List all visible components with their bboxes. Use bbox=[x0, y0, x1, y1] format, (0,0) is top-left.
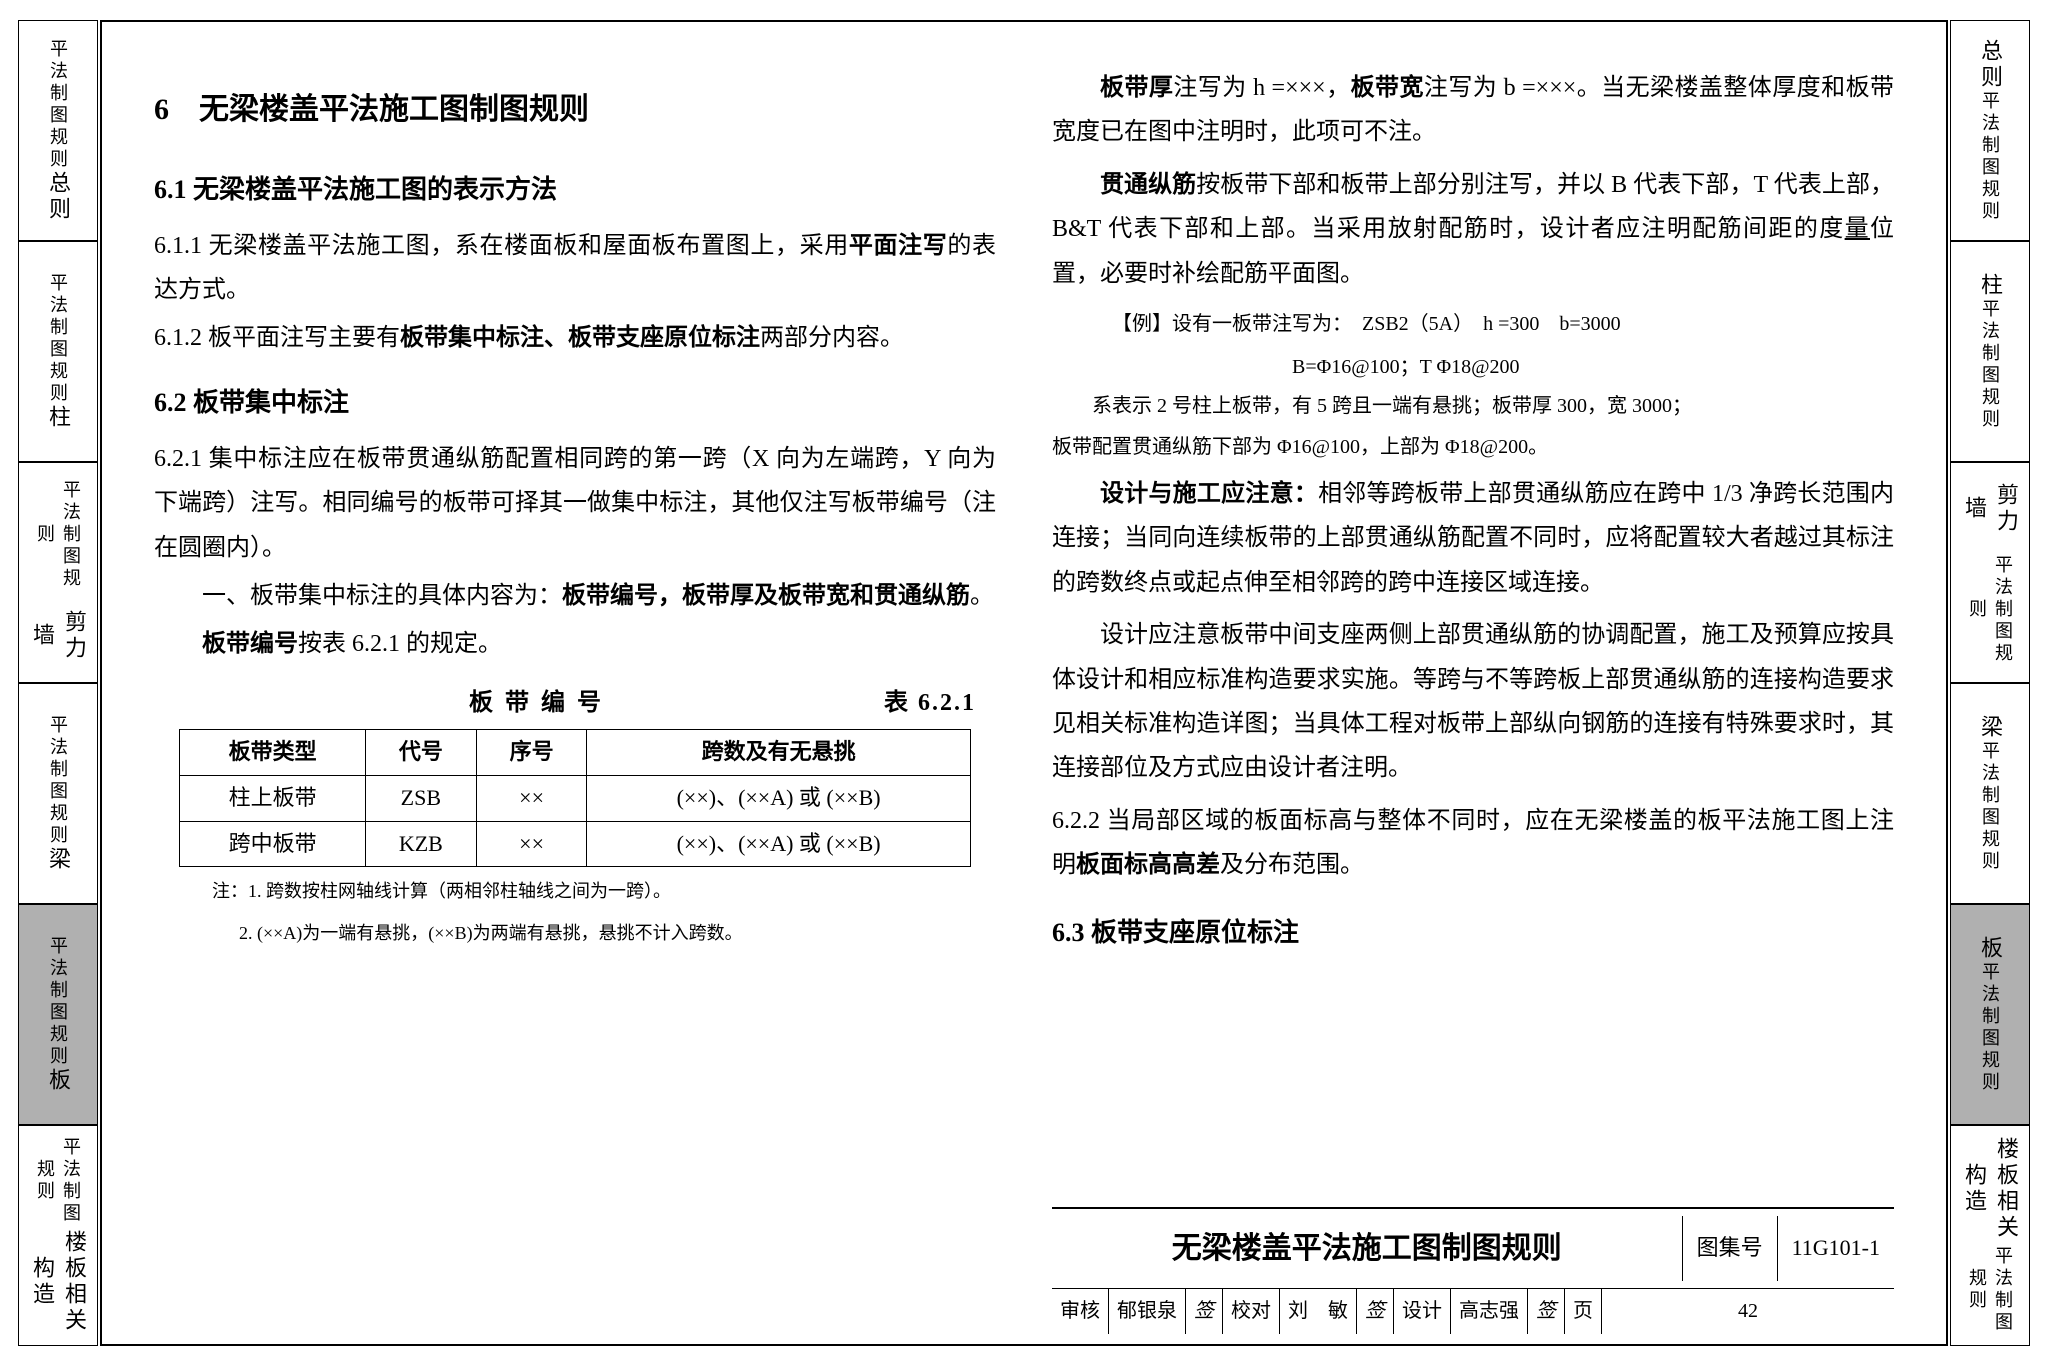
para-strip-thickness: 板带厚注写为 h =×××，板带宽注写为 b =×××。当无梁楼盖整体厚度和板带… bbox=[1052, 66, 1894, 155]
para-6-2-1-item1: 一、板带集中标注的具体内容为：板带编号，板带厚及板带宽和贯通纵筋。 bbox=[154, 574, 996, 618]
check-label: 校对 bbox=[1222, 1289, 1279, 1334]
table-6-2-1: 板带类型 代号 序号 跨数及有无悬挑 柱上板带 ZSB ×× (××)、(××A… bbox=[179, 729, 970, 867]
tab-slab-detail-r[interactable]: 楼板相关构造平法制图规则 bbox=[1950, 1125, 2030, 1346]
example-line-1: 【例】设有一板带注写为： ZSB2（5A） h =300 b=3000 bbox=[1112, 306, 1894, 343]
tab-column[interactable]: 平法制图规则柱 bbox=[18, 241, 98, 462]
para-design-note: 设计应注意板带中间支座两侧上部贯通纵筋的协调配置，施工及预算应按具体设计和相应标… bbox=[1052, 613, 1894, 791]
section-6-title: 6 无梁楼盖平法施工图制图规则 bbox=[154, 82, 996, 138]
designer-name: 高志强 bbox=[1450, 1289, 1527, 1334]
table-6-2-1-caption: x 板带编号 表 6.2.1 bbox=[174, 681, 976, 725]
para-through-rebar: 贯通纵筋按板带下部和板带上部分别注写，并以 B 代表下部，T 代表上部，B&T … bbox=[1052, 163, 1894, 296]
para-6-1-2: 6.1.2 板平面注写主要有板带集中标注、板带支座原位标注两部分内容。 bbox=[154, 316, 996, 360]
section-6-1-title: 6.1 无梁楼盖平法施工图的表示方法 bbox=[154, 166, 996, 214]
section-6-2-title: 6.2 板带集中标注 bbox=[154, 379, 996, 427]
table-note-1: 注：1. 跨数按柱网轴线计算（两相邻柱轴线之间为一跨）。 bbox=[194, 875, 996, 908]
checker-name: 刘 敏 bbox=[1279, 1289, 1356, 1334]
table-header-row: 板带类型 代号 序号 跨数及有无悬挑 bbox=[180, 730, 970, 776]
table-row: 柱上板带 ZSB ×× (××)、(××A) 或 (××B) bbox=[180, 775, 970, 821]
design-label: 设计 bbox=[1393, 1289, 1450, 1334]
example-note-2: 板带配置贯通纵筋下部为 Φ16@100，上部为 Φ18@200。 bbox=[1052, 429, 1894, 466]
tab-general[interactable]: 平法制图规则总则 bbox=[18, 20, 98, 241]
checker-signature: 签 bbox=[1356, 1289, 1393, 1334]
right-column: 板带厚注写为 h =×××，板带宽注写为 b =×××。当无梁楼盖整体厚度和板带… bbox=[1024, 62, 1922, 1334]
example-note-1: 系表示 2 号柱上板带，有 5 跨且一端有悬挑；板带厚 300，宽 3000； bbox=[1052, 388, 1894, 425]
left-tabs: 平法制图规则总则 平法制图规则柱 平法制图规则剪力墙 平法制图规则梁 平法制图规… bbox=[18, 20, 98, 1346]
tab-shearwall[interactable]: 平法制图规则剪力墙 bbox=[18, 462, 98, 683]
title-block-row1: 无梁楼盖平法施工图制图规则 图集号 11G101-1 bbox=[1052, 1209, 1894, 1290]
content-area: 6 无梁楼盖平法施工图制图规则 6.1 无梁楼盖平法施工图的表示方法 6.1.1… bbox=[102, 22, 1946, 1344]
table-row: 跨中板带 KZB ×× (××)、(××A) 或 (××B) bbox=[180, 821, 970, 867]
example-line-2: B=Φ16@100；T Φ18@200 bbox=[1292, 349, 1894, 386]
title-block: 无梁楼盖平法施工图制图规则 图集号 11G101-1 审核 郁银泉 签 校对 刘… bbox=[1052, 1207, 1894, 1335]
tab-general-r[interactable]: 总则平法制图规则 bbox=[1950, 20, 2030, 241]
review-label: 审核 bbox=[1052, 1289, 1108, 1334]
para-strip-number: 板带编号按表 6.2.1 的规定。 bbox=[154, 622, 996, 666]
tab-slab-r[interactable]: 板平法制图规则 bbox=[1950, 904, 2030, 1125]
tab-shearwall-r[interactable]: 剪力墙平法制图规则 bbox=[1950, 462, 2030, 683]
designer-signature: 签 bbox=[1527, 1289, 1564, 1334]
tab-beam[interactable]: 平法制图规则梁 bbox=[18, 683, 98, 904]
reviewer-name: 郁银泉 bbox=[1108, 1289, 1185, 1334]
right-tabs: 总则平法制图规则 柱平法制图规则 剪力墙平法制图规则 梁平法制图规则 板平法制图… bbox=[1950, 20, 2030, 1346]
title-block-row2: 审核 郁银泉 签 校对 刘 敏 签 设计 高志强 签 页 42 bbox=[1052, 1289, 1894, 1334]
atlas-number: 11G101-1 bbox=[1777, 1216, 1894, 1281]
page-label: 页 bbox=[1564, 1289, 1601, 1334]
drawing-title: 无梁楼盖平法施工图制图规则 bbox=[1052, 1209, 1682, 1289]
table-note-2: 2. (××A)为一端有悬挑，(××B)为两端有悬挑，悬挑不计入跨数。 bbox=[194, 917, 996, 950]
para-6-2-2: 6.2.2 当局部区域的板面标高与整体不同时，应在无梁楼盖的板平法施工图上注明板… bbox=[1052, 799, 1894, 888]
atlas-label: 图集号 bbox=[1682, 1216, 1777, 1281]
tab-slab-detail[interactable]: 平法制图规则楼板相关构造 bbox=[18, 1125, 98, 1346]
tab-beam-r[interactable]: 梁平法制图规则 bbox=[1950, 683, 2030, 904]
section-6-3-title: 6.3 板带支座原位标注 bbox=[1052, 909, 1894, 957]
left-column: 6 无梁楼盖平法施工图制图规则 6.1 无梁楼盖平法施工图的表示方法 6.1.1… bbox=[126, 62, 1024, 1334]
para-design-attention: 设计与施工应注意：相邻等跨板带上部贯通纵筋应在跨中 1/3 净跨长范围内连接；当… bbox=[1052, 472, 1894, 605]
reviewer-signature: 签 bbox=[1185, 1289, 1222, 1334]
para-6-2-1: 6.2.1 集中标注应在板带贯通纵筋配置相同跨的第一跨（X 向为左端跨，Y 向为… bbox=[154, 437, 996, 570]
tab-column-r[interactable]: 柱平法制图规则 bbox=[1950, 241, 2030, 462]
page-number: 42 bbox=[1601, 1289, 1894, 1334]
para-6-1-1: 6.1.1 无梁楼盖平法施工图，系在楼面板和屋面板布置图上，采用平面注写的表达方… bbox=[154, 224, 996, 313]
tab-slab[interactable]: 平法制图规则板 bbox=[18, 904, 98, 1125]
